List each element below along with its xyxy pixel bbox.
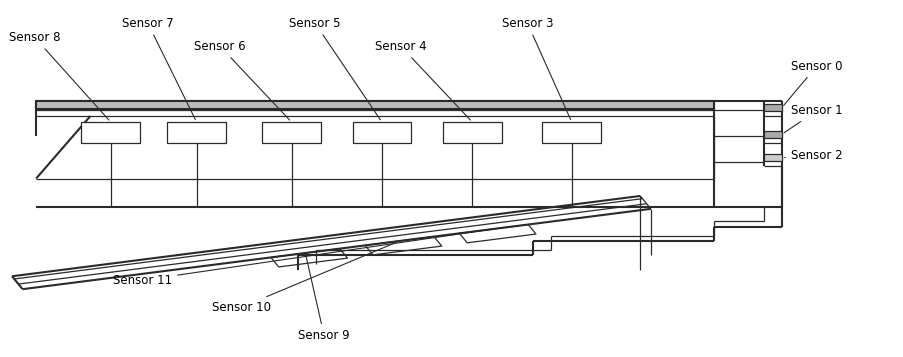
Text: Sensor 3: Sensor 3	[501, 17, 570, 120]
Text: Sensor 2: Sensor 2	[784, 149, 842, 162]
Text: Sensor 10: Sensor 10	[212, 242, 396, 313]
Bar	[542, 122, 600, 143]
Bar	[763, 154, 781, 161]
Text: Sensor 7: Sensor 7	[122, 17, 195, 120]
Bar	[763, 104, 781, 111]
Text: Sensor 4: Sensor 4	[375, 40, 470, 120]
Text: Sensor 9: Sensor 9	[298, 256, 349, 342]
Text: Sensor 5: Sensor 5	[289, 17, 380, 120]
Bar	[36, 101, 713, 109]
Bar	[167, 122, 226, 143]
Text: Sensor 0: Sensor 0	[783, 60, 842, 105]
Text: Sensor 8: Sensor 8	[9, 31, 108, 120]
Text: Sensor 6: Sensor 6	[194, 40, 289, 120]
Bar	[763, 131, 781, 138]
Bar	[81, 122, 140, 143]
Bar	[442, 122, 501, 143]
Text: Sensor 11: Sensor 11	[113, 229, 490, 287]
Bar	[262, 122, 321, 143]
Bar	[352, 122, 411, 143]
Text: Sensor 1: Sensor 1	[784, 104, 842, 133]
